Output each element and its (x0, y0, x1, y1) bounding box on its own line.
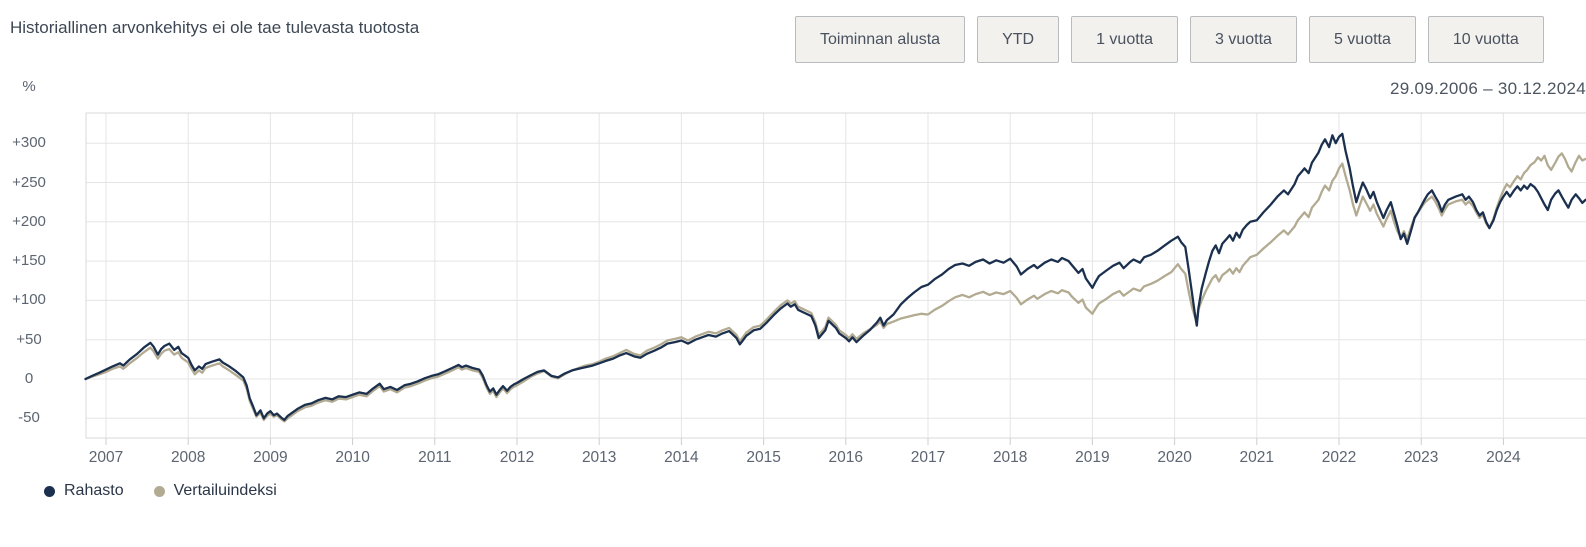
legend-item-vertailuindeksi: Vertailuindeksi (153, 482, 277, 500)
chart-legend: Rahasto Vertailuindeksi (44, 482, 277, 500)
date-range-label: 29.09.2006 – 30.12.2024 (1390, 79, 1586, 98)
x-axis-label: 2008 (170, 449, 206, 466)
y-axis-label: +200 (12, 212, 46, 230)
range-button-1-vuotta[interactable]: 1 vuotta (1071, 16, 1179, 63)
x-axis-label: 2020 (1157, 449, 1192, 466)
range-button-group: Toiminnan alusta YTD 1 vuotta 3 vuotta 5… (795, 16, 1544, 63)
y-axis-unit-label: % (22, 78, 36, 95)
x-axis-label: 2010 (335, 449, 370, 466)
legend-label-rahasto: Rahasto (64, 482, 124, 499)
range-button-ytd[interactable]: YTD (977, 16, 1060, 63)
x-axis-label: 2022 (1321, 449, 1357, 466)
y-axis-label: +250 (12, 173, 46, 191)
range-button-5-vuotta[interactable]: 5 vuotta (1308, 16, 1416, 63)
range-button-toiminnan-alusta[interactable]: Toiminnan alusta (795, 16, 966, 63)
range-button-3-vuotta[interactable]: 3 vuotta (1190, 16, 1297, 63)
legend-item-rahasto: Rahasto (44, 482, 124, 500)
x-axis-label: 2011 (418, 449, 452, 466)
x-axis-label: 2021 (1239, 449, 1275, 466)
legend-label-vertailuindeksi: Vertailuindeksi (173, 482, 277, 499)
x-axis-label: 2019 (1075, 449, 1110, 466)
y-axis-label: +150 (12, 252, 46, 270)
x-axis-label: 2007 (88, 449, 124, 466)
y-axis-label: -50 (18, 409, 40, 427)
rahasto-line (84, 132, 1586, 422)
y-axis-label: 0 (24, 370, 34, 387)
chart-title: Historiallinen arvonkehitys ei ole tae t… (10, 18, 420, 37)
plot-border (85, 112, 1586, 439)
legend-dot-vertailuindeksi (153, 485, 165, 497)
x-axis-label: 2009 (253, 449, 288, 466)
x-axis-label: 2012 (499, 449, 535, 466)
y-axis-label: +300 (12, 134, 46, 152)
x-axis-label: 2014 (664, 449, 699, 466)
range-button-10-vuotta[interactable]: 10 vuotta (1427, 16, 1544, 63)
legend-dot-rahasto (44, 485, 55, 497)
x-axis-label: 2017 (910, 449, 946, 466)
vertailuindeksi-line (84, 152, 1586, 423)
x-axis-label: 2015 (746, 449, 781, 466)
x-axis-label: 2024 (1486, 449, 1521, 466)
y-axis-label: +100 (12, 291, 46, 309)
y-axis-label: +50 (16, 330, 42, 348)
x-axis-label: 2018 (992, 449, 1028, 466)
x-axis-label: 2013 (581, 449, 617, 466)
x-axis-label: 2023 (1403, 449, 1439, 466)
x-axis-label: 2016 (828, 449, 864, 466)
